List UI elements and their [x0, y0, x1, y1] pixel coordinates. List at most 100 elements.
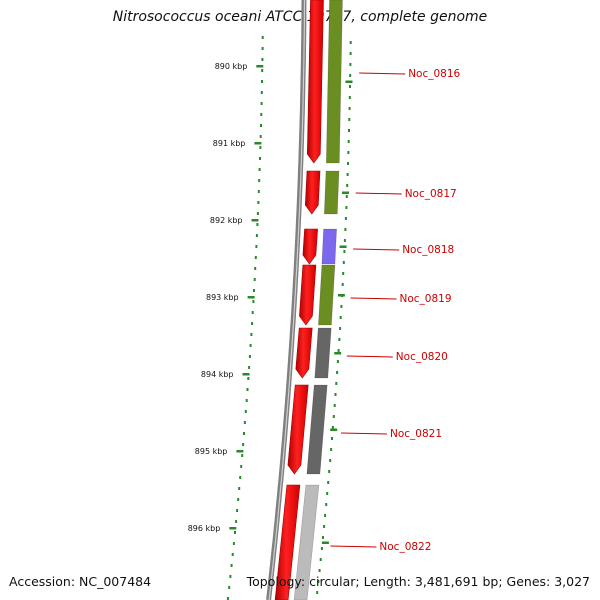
ruler-dot [248, 355, 251, 358]
ruler-dot [257, 201, 260, 204]
ruler-dot [237, 498, 240, 501]
outer-ring-dot [345, 195, 348, 198]
accession-text: Accession: NC_007484 [9, 574, 152, 589]
outer-ring-dot [344, 217, 347, 220]
leader-line [330, 545, 377, 548]
ruler-dot [249, 344, 252, 347]
outer-ring-dot [328, 470, 331, 473]
ruler-dot [243, 432, 245, 435]
cds-arrow [287, 384, 309, 475]
gene-label: Noc_0822 [379, 541, 431, 553]
outer-ring-dot [348, 118, 351, 121]
feature-tick-mark [337, 294, 345, 297]
outer-ring-dot [346, 173, 349, 176]
outer-ring-dot [325, 503, 328, 506]
backbone-highlight [268, 0, 306, 600]
ruler-dot [255, 234, 258, 237]
outer-ring-dot [336, 360, 339, 363]
feature-tick-mark [345, 80, 353, 83]
cog-category-block [323, 170, 340, 215]
ruler-dot [257, 190, 260, 193]
ruler-dot [261, 36, 264, 39]
cds-arrow [299, 264, 317, 326]
ruler-dot [259, 146, 262, 149]
outer-ring-dot [349, 52, 352, 55]
outer-ring-dot [349, 41, 352, 44]
ruler-dot [261, 80, 263, 83]
ruler-dot [231, 553, 234, 556]
outer-ring-dot [349, 63, 352, 66]
outer-ring-dot [331, 426, 334, 429]
leader-line [359, 72, 406, 75]
outer-ring-dot [339, 327, 342, 330]
cds-arrow [274, 484, 301, 600]
ruler-dot [255, 245, 258, 248]
kbp-tick-mark [256, 65, 264, 68]
feature-tick-mark [339, 245, 347, 248]
outer-ring-dot [333, 404, 336, 407]
kbp-tick-label: 896 kbp [188, 524, 221, 533]
outer-ring-dot [330, 448, 333, 451]
ruler-dot [254, 256, 257, 259]
ruler-dot [260, 91, 263, 94]
cog-category-block [321, 228, 337, 265]
leader-line [340, 432, 388, 435]
ruler-dot [242, 443, 245, 446]
kbp-tick-label: 894 kbp [201, 370, 234, 379]
kbp-tick-mark [254, 142, 262, 145]
ruler-dot [244, 410, 247, 413]
ruler-dot [258, 179, 261, 182]
gene-label: Noc_0819 [400, 293, 452, 305]
ruler-dot [236, 509, 239, 512]
outer-ring-dot [337, 349, 340, 352]
outer-ring-dot [324, 514, 327, 517]
ruler-dot [239, 476, 242, 479]
outer-ring-dot [320, 547, 323, 550]
cds-arrow [304, 170, 321, 215]
ruler-dot [228, 586, 231, 589]
feature-tick-mark [342, 191, 349, 194]
outer-ring-dot [335, 382, 338, 385]
gene-label: Noc_0821 [390, 428, 442, 440]
outer-ring-dot [327, 481, 330, 484]
ruler-dot [248, 366, 251, 369]
ruler-dot [256, 223, 259, 226]
outer-ring-dot [343, 239, 346, 242]
ruler-dot [260, 124, 262, 127]
ruler-dot [253, 278, 256, 281]
gene-label: Noc_0817 [405, 188, 457, 200]
kbp-tick-mark [251, 219, 259, 222]
kbp-tick-label: 890 kbp [215, 62, 248, 71]
cog-category-block [318, 264, 336, 326]
leader-line [346, 355, 393, 358]
ruler-dot [247, 377, 250, 380]
outer-ring-dot [349, 74, 352, 77]
cds-arrow [295, 327, 313, 379]
outer-ring-dot [322, 536, 324, 539]
outer-ring-dot [339, 316, 342, 319]
outer-ring-dot [331, 437, 333, 440]
outer-ring-dot [346, 184, 349, 187]
outer-ring-dot [348, 129, 350, 132]
kbp-tick-label: 893 kbp [206, 293, 239, 302]
ruler-dot [238, 487, 241, 490]
gene-label: Noc_0820 [396, 351, 448, 363]
cds-arrow [306, 0, 324, 164]
genome-title: Nitrosococcus oceani ATCC 19707, complet… [112, 9, 488, 25]
ruler-dot [260, 113, 263, 116]
ruler-dot [254, 267, 257, 270]
feature-tick-mark [334, 352, 342, 355]
leader-line [350, 297, 397, 300]
outer-ring-dot [341, 283, 344, 286]
kbp-tick-mark [229, 527, 237, 530]
ruler-dot [259, 135, 262, 138]
outer-ring-dot [347, 140, 350, 143]
gene-label: Noc_0818 [402, 244, 454, 256]
ruler-dot [226, 597, 229, 600]
outer-ring-dot [340, 305, 343, 308]
ruler-dot [240, 465, 243, 468]
ruler-dot [232, 542, 235, 545]
outer-ring-dot [332, 415, 335, 418]
kbp-tick-mark [247, 296, 255, 299]
outer-ring-dot [319, 558, 322, 561]
